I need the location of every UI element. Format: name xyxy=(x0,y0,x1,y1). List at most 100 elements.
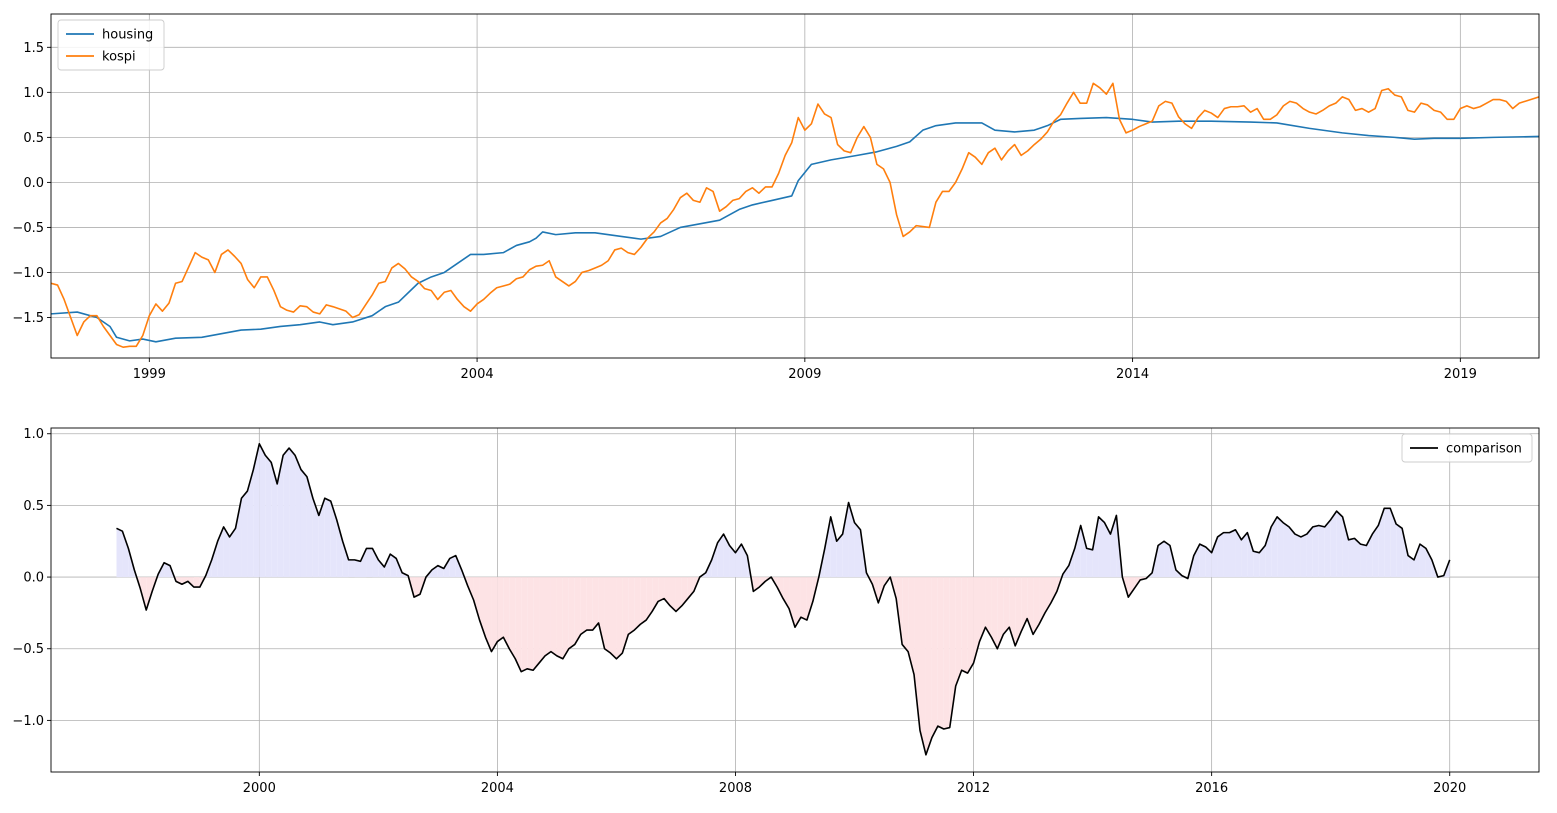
x-tick-label: 2019 xyxy=(1444,367,1477,382)
fill-positive xyxy=(1408,555,1415,578)
fill-positive xyxy=(1300,534,1307,578)
fill-positive xyxy=(1354,538,1361,578)
fill-positive xyxy=(1372,525,1379,578)
fill-positive xyxy=(1104,522,1111,578)
y-tick-label: −1.0 xyxy=(12,714,44,729)
fill-positive xyxy=(1199,544,1206,578)
y-tick-label: −0.5 xyxy=(12,221,44,236)
y-tick-label: 0.0 xyxy=(23,176,44,191)
fill-positive xyxy=(1098,516,1105,578)
fill-positive xyxy=(1068,548,1075,578)
fill-positive xyxy=(1342,516,1349,578)
fill-positive xyxy=(372,548,379,578)
fill-positive xyxy=(1164,541,1170,578)
fill-positive xyxy=(1229,529,1236,578)
fill-positive xyxy=(116,528,123,578)
axes-frame xyxy=(50,13,1540,359)
fill-positive xyxy=(741,544,748,578)
fill-positive xyxy=(836,534,843,578)
fill-positive xyxy=(211,541,218,578)
fill-negative xyxy=(580,577,587,635)
fill-positive xyxy=(842,502,849,578)
fill-positive xyxy=(854,522,861,578)
fill-negative xyxy=(1003,577,1010,635)
fill-negative xyxy=(622,577,629,654)
fill-negative xyxy=(586,577,593,631)
fill-positive xyxy=(449,555,456,578)
fill-positive xyxy=(390,554,397,578)
fill-negative xyxy=(1050,577,1057,603)
fill-positive xyxy=(241,491,248,578)
fill-negative xyxy=(670,577,676,612)
fill-positive xyxy=(717,534,724,578)
fill-negative xyxy=(503,577,510,649)
fill-positive xyxy=(1271,516,1278,578)
fill-positive xyxy=(235,498,242,578)
fill-positive xyxy=(265,455,272,578)
fill-positive xyxy=(1074,525,1081,578)
fill-positive xyxy=(1318,525,1325,578)
fill-positive xyxy=(253,443,260,578)
fill-positive xyxy=(271,462,278,578)
fill-negative xyxy=(937,577,944,729)
y-tick-label: −1.0 xyxy=(12,266,44,281)
fill-negative xyxy=(961,577,968,674)
fill-positive xyxy=(830,516,837,578)
fill-negative xyxy=(646,577,653,621)
fill-negative xyxy=(467,577,474,600)
fill-positive xyxy=(723,534,730,578)
fill-positive xyxy=(1324,519,1331,578)
fill-negative xyxy=(777,577,784,599)
fill-negative xyxy=(949,577,956,728)
legend-label: comparison xyxy=(1446,442,1522,457)
fill-positive xyxy=(824,516,831,578)
fill-negative xyxy=(991,577,998,649)
plot-content xyxy=(116,442,1451,756)
fill-negative xyxy=(973,577,980,664)
fill-positive xyxy=(1336,511,1343,578)
fill-positive xyxy=(1223,532,1230,578)
fill-negative xyxy=(664,577,671,606)
x-tick-label: 2016 xyxy=(1195,781,1228,796)
fill-positive xyxy=(1414,544,1420,578)
fill-negative xyxy=(616,577,623,659)
fill-negative xyxy=(485,577,492,652)
x-tick-label: 2004 xyxy=(481,781,514,796)
fill-positive xyxy=(1241,532,1248,578)
fill-positive xyxy=(1360,544,1367,578)
fill-positive xyxy=(247,469,254,578)
fill-negative xyxy=(1015,577,1022,646)
fill-negative xyxy=(914,577,920,731)
fill-negative xyxy=(550,577,557,656)
fill-positive xyxy=(300,469,307,578)
fill-positive xyxy=(1259,545,1266,578)
y-tick-label: 0.0 xyxy=(23,571,44,586)
y-tick-label: 0.5 xyxy=(23,131,44,146)
fill-positive xyxy=(431,565,438,578)
fill-negative xyxy=(902,577,909,652)
fill-positive xyxy=(318,498,325,578)
fill-positive xyxy=(1419,544,1426,578)
fill-positive xyxy=(1312,525,1319,578)
fill-positive xyxy=(1283,522,1290,578)
y-tick-label: 1.0 xyxy=(23,427,44,442)
fill-positive xyxy=(229,528,236,578)
fill-positive xyxy=(366,548,373,578)
fill-negative xyxy=(919,577,926,755)
fill-positive xyxy=(312,498,319,578)
fill-negative xyxy=(175,577,182,585)
fill-positive xyxy=(1294,534,1301,578)
fill-positive xyxy=(1086,548,1093,578)
fill-positive xyxy=(348,559,355,578)
fill-positive xyxy=(848,502,855,578)
fill-negative xyxy=(193,577,200,588)
fill-negative xyxy=(967,577,974,674)
plot-area xyxy=(51,14,1539,358)
fill-negative xyxy=(658,577,665,602)
fill-positive xyxy=(354,559,361,578)
fill-positive xyxy=(306,476,313,578)
fill-negative xyxy=(521,577,528,672)
fill-positive xyxy=(277,455,284,578)
fill-positive xyxy=(1425,548,1432,578)
